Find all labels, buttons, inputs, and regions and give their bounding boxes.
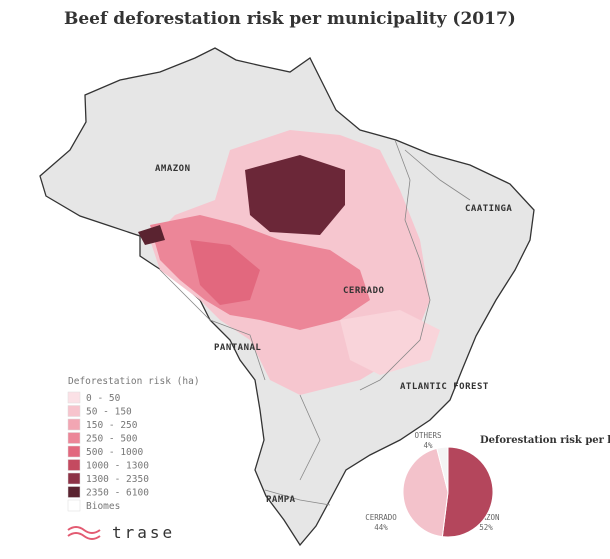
legend: Deforestation risk (ha) 0 - 50 50 - 150 15… [67,376,200,512]
high-risk [190,240,260,305]
legend-label: 500 - 1000 [86,447,143,458]
legend-swatch [67,405,81,417]
legend-swatch [67,486,81,498]
legend-swatch [67,472,81,485]
pie-value-label: 44% [374,523,388,532]
legend-label: 250 - 500 [86,434,138,445]
east-risk [340,310,440,375]
title: Beef deforestation risk per municipality… [64,9,516,29]
legend-label: 0 - 50 [86,393,121,404]
biome-label: PANTANAL [214,343,261,353]
legend-swatch [67,391,81,404]
biome-label: AMAZON [155,164,191,174]
legend-label: 150 - 250 [86,420,138,431]
pie-value-label: 52% [479,523,493,532]
legend-label: 1000 - 1300 [86,461,149,472]
legend-label: 50 - 150 [86,407,132,418]
pie-category: OTHERS [414,431,442,440]
biome-label: CERRADO [343,286,385,296]
legend-swatch [67,418,81,431]
pie-chart: Deforestation risk per biome AMAZON 52% … [365,431,610,538]
map [39,47,535,547]
acre-risk [138,225,165,245]
biome-label: PAMPA [266,495,296,505]
logo-text: trase [112,523,175,542]
legend-swatch [67,459,81,471]
legend-title: Deforestation risk (ha) [68,376,200,387]
pie-category: AMAZON [472,513,499,522]
legend-swatch [67,445,81,458]
pie-value-label: 4% [423,441,433,450]
legend-label: 2350 - 6100 [86,488,149,499]
legend-label: 1300 - 2350 [86,474,149,485]
legend-swatch [67,432,81,444]
biome-label: CAATINGA [465,204,512,214]
logo: trase [67,523,175,542]
pie-slice [436,446,449,493]
pie-title: Deforestation risk per biome [480,435,610,446]
biome-border [159,139,471,506]
very-high-risk [245,155,345,235]
pie-category: CERRADO [365,513,397,522]
legend-swatch [67,499,81,512]
pie-slice [441,446,494,538]
biome-label: ATLANTIC FOREST [400,382,489,392]
legend-label: Biomes [86,501,120,512]
pie-slice [402,447,449,538]
